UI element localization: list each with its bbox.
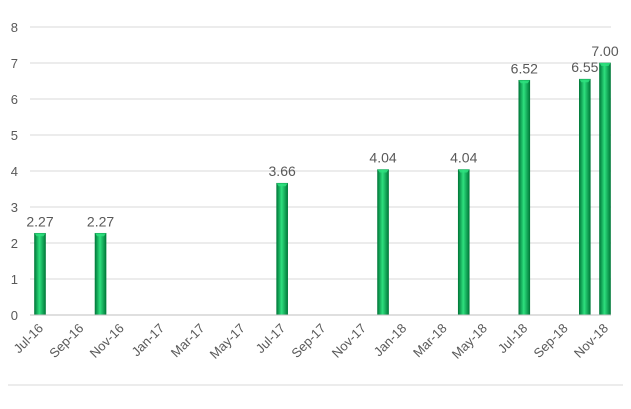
y-tick-label: 4	[11, 164, 18, 179]
bar-top-bevel	[276, 183, 288, 187]
y-tick-label: 8	[11, 20, 18, 35]
data-label: 3.66	[269, 163, 296, 179]
bar	[579, 78, 591, 316]
y-tick-label: 2	[11, 236, 18, 251]
y-tick-label: 7	[11, 56, 18, 71]
data-label: 2.27	[87, 213, 114, 229]
data-label: 4.04	[450, 150, 477, 166]
x-tick-label: Jan-17	[128, 321, 167, 360]
bar-top-bevel	[458, 169, 470, 173]
bar	[599, 62, 611, 316]
bar	[377, 169, 389, 316]
x-tick-label: May-18	[449, 321, 490, 362]
bar-top-bevel	[518, 80, 530, 84]
bar-top-bevel	[377, 169, 389, 173]
bar	[518, 79, 531, 316]
bar-top-bevel	[95, 233, 107, 237]
bar-top-bevel	[579, 79, 591, 83]
data-label: 6.52	[511, 60, 538, 76]
y-tick-label: 1	[11, 272, 18, 287]
x-tick-label: Sep-18	[531, 321, 571, 361]
x-tick-label: May-17	[207, 321, 248, 362]
x-tick-label: Mar-17	[168, 321, 208, 361]
x-tick-label: Nov-18	[571, 321, 611, 361]
bar	[457, 169, 470, 316]
x-tick-label: Jul-18	[495, 321, 531, 357]
bar	[276, 182, 288, 316]
bar-top-bevel	[599, 63, 611, 66]
x-tick-label: Mar-18	[410, 321, 450, 361]
y-tick-label: 0	[11, 308, 18, 323]
x-tick-label: Jul-16	[10, 321, 46, 357]
y-tick-label: 5	[11, 128, 18, 143]
data-label: 2.27	[26, 213, 53, 229]
data-label: 6.55	[571, 59, 598, 75]
data-labels: 2.27 2.27 3.66 4.04 4.04 6.52 6.557.00	[26, 43, 618, 229]
data-label: 4.04	[369, 150, 396, 166]
x-tick-label: Nov-16	[87, 321, 127, 361]
bar-top-bevel	[34, 233, 46, 237]
x-tick-label: Jul-17	[253, 321, 289, 357]
gridlines	[30, 26, 611, 280]
x-tick-label: Sep-16	[46, 321, 86, 361]
y-tick-label: 6	[11, 92, 18, 107]
x-tick-label: Jan-18	[371, 321, 410, 360]
y-tick-label: 3	[11, 200, 18, 215]
bar	[94, 232, 107, 316]
bars	[34, 62, 611, 316]
bar	[34, 232, 46, 316]
data-label: 7.00	[591, 43, 618, 59]
x-tick-label: Nov-17	[329, 321, 369, 361]
x-tick-label: Sep-17	[288, 321, 328, 361]
